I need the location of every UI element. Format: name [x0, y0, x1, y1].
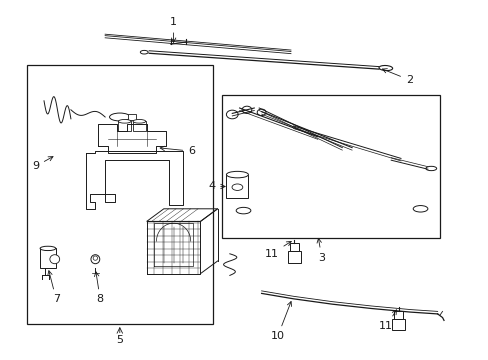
Text: 8: 8	[94, 272, 103, 305]
Ellipse shape	[378, 66, 392, 71]
Bar	[27, 65, 212, 324]
Bar	[226, 175, 248, 198]
Ellipse shape	[412, 206, 427, 212]
Ellipse shape	[118, 120, 131, 123]
Text: 6: 6	[160, 146, 195, 156]
Bar	[118, 121, 131, 131]
Text: 11: 11	[264, 242, 291, 259]
Ellipse shape	[226, 171, 248, 178]
Ellipse shape	[425, 166, 436, 171]
Text: 7: 7	[48, 271, 60, 305]
Ellipse shape	[109, 113, 130, 121]
Bar	[128, 114, 136, 120]
Bar	[289, 243, 298, 251]
Text: 11: 11	[379, 310, 396, 331]
Bar	[40, 248, 56, 268]
Ellipse shape	[140, 50, 148, 54]
Text: 1: 1	[170, 17, 177, 42]
Ellipse shape	[236, 207, 250, 214]
Ellipse shape	[93, 256, 98, 260]
Bar	[222, 95, 439, 238]
Text: 4: 4	[207, 181, 224, 192]
Ellipse shape	[40, 246, 56, 251]
Bar	[393, 311, 402, 319]
Ellipse shape	[133, 120, 145, 123]
Ellipse shape	[50, 255, 60, 264]
Text: 2: 2	[382, 69, 412, 85]
Bar	[287, 251, 301, 263]
Text: 10: 10	[270, 302, 291, 341]
Ellipse shape	[232, 184, 243, 190]
Bar	[133, 121, 145, 131]
Text: 3: 3	[316, 238, 325, 263]
Text: 9: 9	[32, 157, 53, 171]
Text: 5: 5	[116, 335, 123, 345]
Ellipse shape	[91, 255, 100, 264]
Bar	[391, 319, 405, 330]
